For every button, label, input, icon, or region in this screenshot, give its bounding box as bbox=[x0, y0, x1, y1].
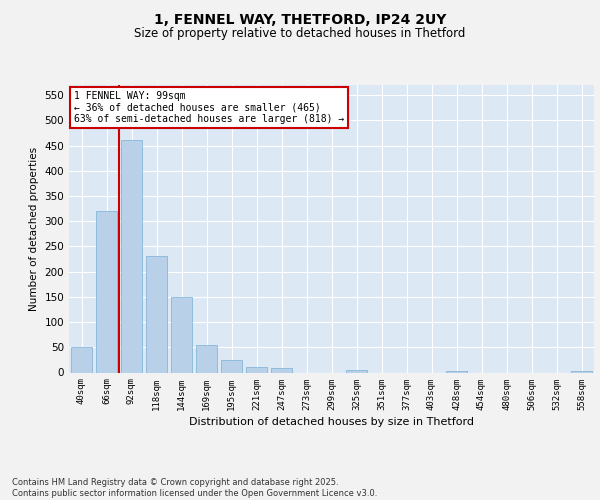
Bar bbox=[246, 368, 267, 372]
Bar bbox=[121, 140, 142, 372]
Bar bbox=[446, 371, 467, 372]
Bar bbox=[96, 211, 117, 372]
Text: Size of property relative to detached houses in Thetford: Size of property relative to detached ho… bbox=[134, 28, 466, 40]
Bar bbox=[171, 297, 192, 372]
Text: Contains HM Land Registry data © Crown copyright and database right 2025.
Contai: Contains HM Land Registry data © Crown c… bbox=[12, 478, 377, 498]
Text: 1 FENNEL WAY: 99sqm
← 36% of detached houses are smaller (465)
63% of semi-detac: 1 FENNEL WAY: 99sqm ← 36% of detached ho… bbox=[74, 91, 344, 124]
Bar bbox=[271, 368, 292, 372]
Bar bbox=[346, 370, 367, 372]
Bar bbox=[221, 360, 242, 372]
Text: 1, FENNEL WAY, THETFORD, IP24 2UY: 1, FENNEL WAY, THETFORD, IP24 2UY bbox=[154, 12, 446, 26]
Bar bbox=[196, 345, 217, 372]
Bar bbox=[71, 348, 92, 372]
X-axis label: Distribution of detached houses by size in Thetford: Distribution of detached houses by size … bbox=[189, 416, 474, 426]
Bar bbox=[146, 256, 167, 372]
Y-axis label: Number of detached properties: Number of detached properties bbox=[29, 146, 39, 311]
